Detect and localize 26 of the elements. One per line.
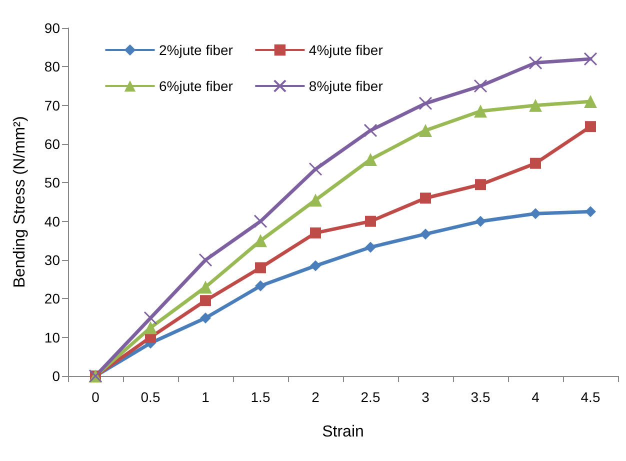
x-tick-label: 1.5	[250, 389, 270, 405]
x-tick-label: 0	[92, 389, 100, 405]
y-tick-label: 10	[44, 329, 60, 346]
x-axis-title: Strain	[322, 424, 364, 440]
x-tick-label: 3.5	[470, 389, 490, 405]
y-tick-label: 60	[44, 136, 60, 152]
y-axis-title: Bending Stress (N/mm²)	[12, 116, 28, 288]
x-tick-label: 0.5	[140, 389, 160, 405]
legend-label: 6%jute fiber	[159, 78, 234, 94]
y-tick-label: 0	[52, 368, 60, 384]
x-tick-label: 2.5	[360, 389, 380, 405]
legend-label: 2%jute fiber	[159, 42, 234, 58]
y-tick-label: 30	[44, 252, 60, 268]
y-tick-label: 90	[44, 20, 60, 36]
x-tick-label: 1	[202, 389, 210, 405]
y-tick-label: 20	[44, 290, 60, 307]
y-tick-label: 40	[44, 213, 60, 230]
x-tick-label: 2	[312, 389, 320, 405]
x-tick-label: 4	[532, 389, 540, 405]
y-tick-label: 70	[44, 97, 60, 114]
x-tick-label: 3	[422, 389, 430, 405]
x-tick-label: 4.5	[580, 389, 600, 405]
legend-label: 8%jute fiber	[308, 78, 384, 94]
y-tick-label: 50	[44, 174, 60, 191]
y-tick-label: 80	[44, 58, 60, 75]
legend-label: 4%jute fiber	[308, 42, 384, 58]
